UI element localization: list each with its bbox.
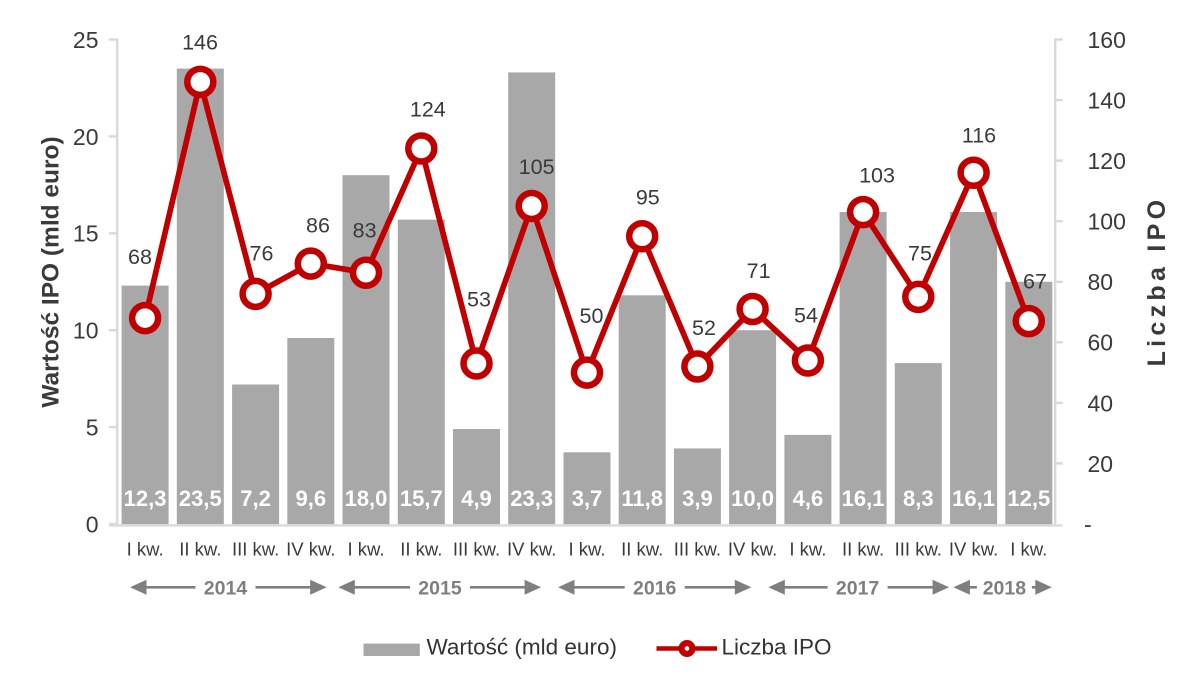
svg-text:III kw.: III kw. bbox=[895, 539, 942, 560]
svg-text:3,9: 3,9 bbox=[682, 486, 713, 511]
svg-text:20: 20 bbox=[1088, 451, 1114, 477]
svg-text:IV kw.: IV kw. bbox=[728, 539, 777, 560]
svg-text:12,5: 12,5 bbox=[1007, 486, 1050, 511]
svg-text:146: 146 bbox=[182, 31, 218, 55]
svg-text:II kw.: II kw. bbox=[621, 539, 663, 560]
svg-text:IV kw.: IV kw. bbox=[286, 539, 335, 560]
svg-text:II kw.: II kw. bbox=[179, 539, 221, 560]
svg-text:105: 105 bbox=[519, 155, 555, 179]
svg-text:160: 160 bbox=[1088, 27, 1126, 53]
svg-text:2016: 2016 bbox=[633, 578, 677, 600]
svg-text:I kw.: I kw. bbox=[1010, 539, 1047, 560]
svg-text:23,3: 23,3 bbox=[510, 486, 553, 511]
svg-text:86: 86 bbox=[306, 214, 330, 238]
svg-text:II kw.: II kw. bbox=[400, 539, 442, 560]
svg-text:III kw.: III kw. bbox=[674, 539, 721, 560]
svg-text:8,3: 8,3 bbox=[903, 486, 934, 511]
svg-text:IV kw.: IV kw. bbox=[507, 539, 556, 560]
svg-text:80: 80 bbox=[1088, 269, 1114, 295]
svg-text:9,6: 9,6 bbox=[296, 486, 327, 511]
svg-text:40: 40 bbox=[1088, 390, 1114, 416]
svg-text:IV kw.: IV kw. bbox=[949, 539, 998, 560]
svg-text:103: 103 bbox=[859, 164, 895, 188]
svg-text:100: 100 bbox=[1088, 209, 1126, 235]
svg-text:III kw.: III kw. bbox=[453, 539, 500, 560]
svg-text:Liczba IPO: Liczba IPO bbox=[1143, 196, 1171, 367]
svg-text:2017: 2017 bbox=[836, 578, 879, 600]
svg-text:54: 54 bbox=[794, 304, 818, 328]
svg-text:75: 75 bbox=[908, 242, 932, 266]
svg-text:I kw.: I kw. bbox=[127, 539, 164, 560]
svg-text:50: 50 bbox=[580, 304, 604, 328]
svg-text:3,7: 3,7 bbox=[572, 486, 603, 511]
svg-text:71: 71 bbox=[747, 259, 771, 283]
svg-text:III kw.: III kw. bbox=[232, 539, 279, 560]
svg-text:116: 116 bbox=[962, 124, 996, 148]
svg-text:Wartość IPO (mld euro): Wartość IPO (mld euro) bbox=[37, 136, 64, 407]
svg-text:I kw.: I kw. bbox=[347, 539, 384, 560]
svg-text:120: 120 bbox=[1088, 148, 1126, 174]
svg-text:23,5: 23,5 bbox=[179, 486, 222, 511]
svg-text:76: 76 bbox=[250, 242, 274, 266]
svg-text:25: 25 bbox=[73, 27, 99, 53]
svg-text:4,6: 4,6 bbox=[793, 486, 824, 511]
svg-text:53: 53 bbox=[467, 288, 491, 312]
svg-text:II kw.: II kw. bbox=[842, 539, 884, 560]
svg-text:2018: 2018 bbox=[983, 578, 1027, 600]
svg-text:11,8: 11,8 bbox=[621, 486, 663, 511]
svg-text:67: 67 bbox=[1023, 270, 1047, 294]
svg-text:60: 60 bbox=[1088, 330, 1114, 356]
svg-text:124: 124 bbox=[410, 98, 446, 122]
svg-text:140: 140 bbox=[1088, 88, 1126, 114]
svg-text:I kw.: I kw. bbox=[568, 539, 605, 560]
svg-text:52: 52 bbox=[692, 316, 716, 340]
svg-text:I kw.: I kw. bbox=[789, 539, 826, 560]
svg-text:10,0: 10,0 bbox=[731, 486, 774, 511]
svg-text:2015: 2015 bbox=[418, 578, 462, 600]
svg-text:18,0: 18,0 bbox=[345, 486, 388, 511]
svg-text:15,7: 15,7 bbox=[400, 486, 443, 511]
svg-text:0: 0 bbox=[86, 511, 99, 537]
svg-text:95: 95 bbox=[636, 186, 660, 210]
svg-text:4,9: 4,9 bbox=[461, 486, 492, 511]
svg-text:10: 10 bbox=[73, 318, 99, 344]
svg-text:7,2: 7,2 bbox=[240, 486, 271, 511]
svg-text:Liczba IPO: Liczba IPO bbox=[722, 634, 832, 659]
svg-text:2014: 2014 bbox=[204, 578, 248, 600]
svg-text:20: 20 bbox=[73, 124, 99, 150]
svg-text:16,1: 16,1 bbox=[952, 486, 995, 511]
svg-text:12,3: 12,3 bbox=[124, 486, 167, 511]
svg-text:15: 15 bbox=[73, 221, 99, 247]
svg-text:16,1: 16,1 bbox=[842, 486, 885, 511]
svg-text:83: 83 bbox=[353, 219, 377, 243]
svg-text:-: - bbox=[1084, 511, 1092, 537]
svg-text:5: 5 bbox=[86, 415, 99, 441]
svg-text:Wartość (mld euro): Wartość (mld euro) bbox=[427, 634, 617, 659]
svg-text:68: 68 bbox=[128, 245, 152, 269]
